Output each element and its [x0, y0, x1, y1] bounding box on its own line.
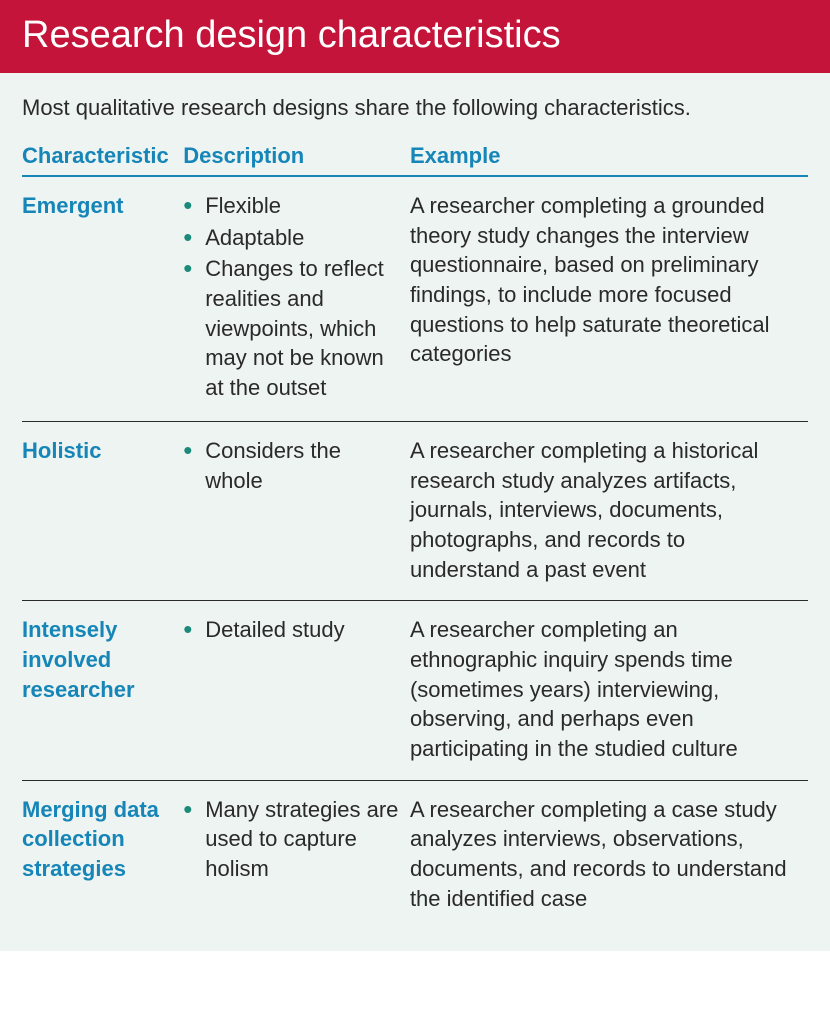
example-cell: A researcher completing a grounded theor…: [410, 176, 808, 421]
description-cell: Many strategies are used to capture holi…: [183, 780, 410, 929]
characteristic-name: Merging data collection strategies: [22, 780, 183, 929]
description-list: Many strategies are used to capture holi…: [183, 795, 402, 884]
col-header-description: Description: [183, 137, 410, 176]
table-row: Merging data collection strategies Many …: [22, 780, 808, 929]
description-cell: Considers the whole: [183, 421, 410, 600]
col-header-example: Example: [410, 137, 808, 176]
bullet-item: Considers the whole: [183, 436, 402, 495]
table-row: Holistic Considers the whole A researche…: [22, 421, 808, 600]
description-list: Detailed study: [183, 615, 402, 645]
table-row: Intensely involved researcher Detailed s…: [22, 601, 808, 780]
page-title: Research design characteristics: [22, 14, 561, 56]
col-header-characteristic: Characteristic: [22, 137, 183, 176]
characteristics-table: Characteristic Description Example Emerg…: [22, 137, 808, 929]
title-bar: Research design characteristics: [0, 0, 830, 73]
description-list: Flexible Adaptable Changes to reflect re…: [183, 191, 402, 403]
example-cell: A researcher completing an ethnographic …: [410, 601, 808, 780]
table-row: Emergent Flexible Adaptable Changes to r…: [22, 176, 808, 421]
bullet-item: Detailed study: [183, 615, 402, 645]
bullet-item: Changes to reflect realities and viewpoi…: [183, 254, 402, 402]
example-cell: A researcher completing a historical res…: [410, 421, 808, 600]
description-cell: Detailed study: [183, 601, 410, 780]
table-body: Emergent Flexible Adaptable Changes to r…: [22, 176, 808, 929]
example-cell: A researcher completing a case study ana…: [410, 780, 808, 929]
infographic-container: Research design characteristics Most qua…: [0, 0, 830, 951]
description-cell: Flexible Adaptable Changes to reflect re…: [183, 176, 410, 421]
table-header-row: Characteristic Description Example: [22, 137, 808, 176]
intro-text: Most qualitative research designs share …: [0, 73, 830, 137]
characteristic-name: Emergent: [22, 176, 183, 421]
characteristic-name: Holistic: [22, 421, 183, 600]
characteristic-name: Intensely involved researcher: [22, 601, 183, 780]
table-wrapper: Characteristic Description Example Emerg…: [0, 137, 830, 951]
bullet-item: Many strategies are used to capture holi…: [183, 795, 402, 884]
bullet-item: Flexible: [183, 191, 402, 221]
bullet-item: Adaptable: [183, 223, 402, 253]
description-list: Considers the whole: [183, 436, 402, 495]
